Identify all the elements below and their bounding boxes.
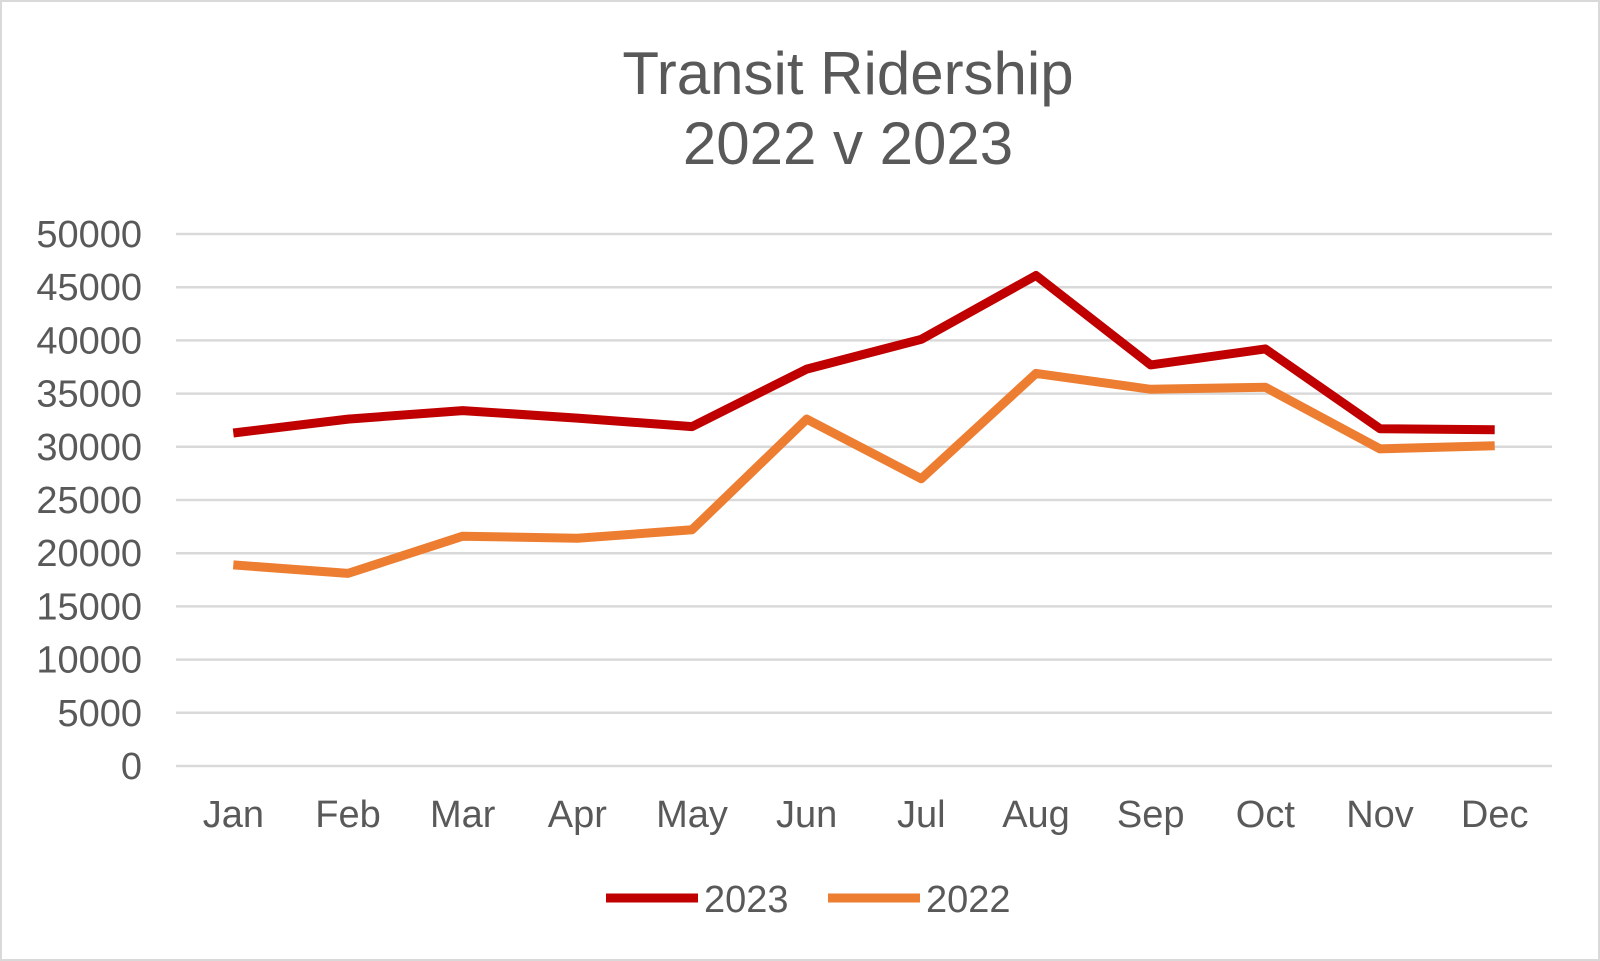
chart-title: Transit Ridership 2022 v 2023: [622, 40, 1073, 177]
x-tick-label: Feb: [315, 794, 380, 836]
y-tick-label: 50000: [36, 214, 142, 256]
x-tick-label: Mar: [430, 794, 496, 836]
series-lines: [232, 271, 1495, 578]
y-tick-label: 15000: [36, 586, 142, 628]
y-tick-label: 5000: [57, 693, 142, 735]
y-tick-label: 0: [121, 746, 142, 788]
series-line-2023: [232, 271, 1495, 438]
x-tick-label: Jul: [897, 794, 946, 836]
x-tick-label: Sep: [1117, 794, 1185, 836]
y-tick-label: 30000: [36, 427, 142, 469]
legend-label-2022: 2022: [926, 879, 1011, 921]
y-tick-label: 35000: [36, 374, 142, 416]
y-tick-label: 20000: [36, 533, 142, 575]
x-tick-label: Apr: [548, 794, 607, 836]
x-tick-label: Nov: [1346, 794, 1414, 836]
gridlines: [176, 232, 1552, 768]
x-tick-label: Aug: [1002, 794, 1070, 836]
y-tick-label: 10000: [36, 640, 142, 682]
x-tick-label: Dec: [1461, 794, 1529, 836]
y-axis-tick-labels: 0 5000 10000 15000 20000 25000 30000 35000 40000…: [36, 214, 142, 788]
x-tick-label: Oct: [1236, 794, 1296, 836]
legend-label-2023: 2023: [704, 879, 789, 921]
x-tick-label: May: [656, 794, 728, 836]
y-tick-label: 40000: [36, 320, 142, 362]
series-line-2022: [232, 368, 1495, 578]
chart-title-line-1: Transit Ridership: [622, 40, 1073, 107]
legend: 2023 2022: [606, 879, 1011, 921]
y-tick-label: 45000: [36, 267, 142, 309]
x-tick-label: Jun: [776, 794, 837, 836]
chart-title-line-2: 2022 v 2023: [683, 110, 1013, 177]
y-tick-label: 25000: [36, 480, 142, 522]
x-axis-tick-labels: Jan Feb Mar Apr May Jun Jul Aug Sep Oct Nov Dec: [203, 794, 1529, 836]
x-tick-label: Jan: [203, 794, 264, 836]
